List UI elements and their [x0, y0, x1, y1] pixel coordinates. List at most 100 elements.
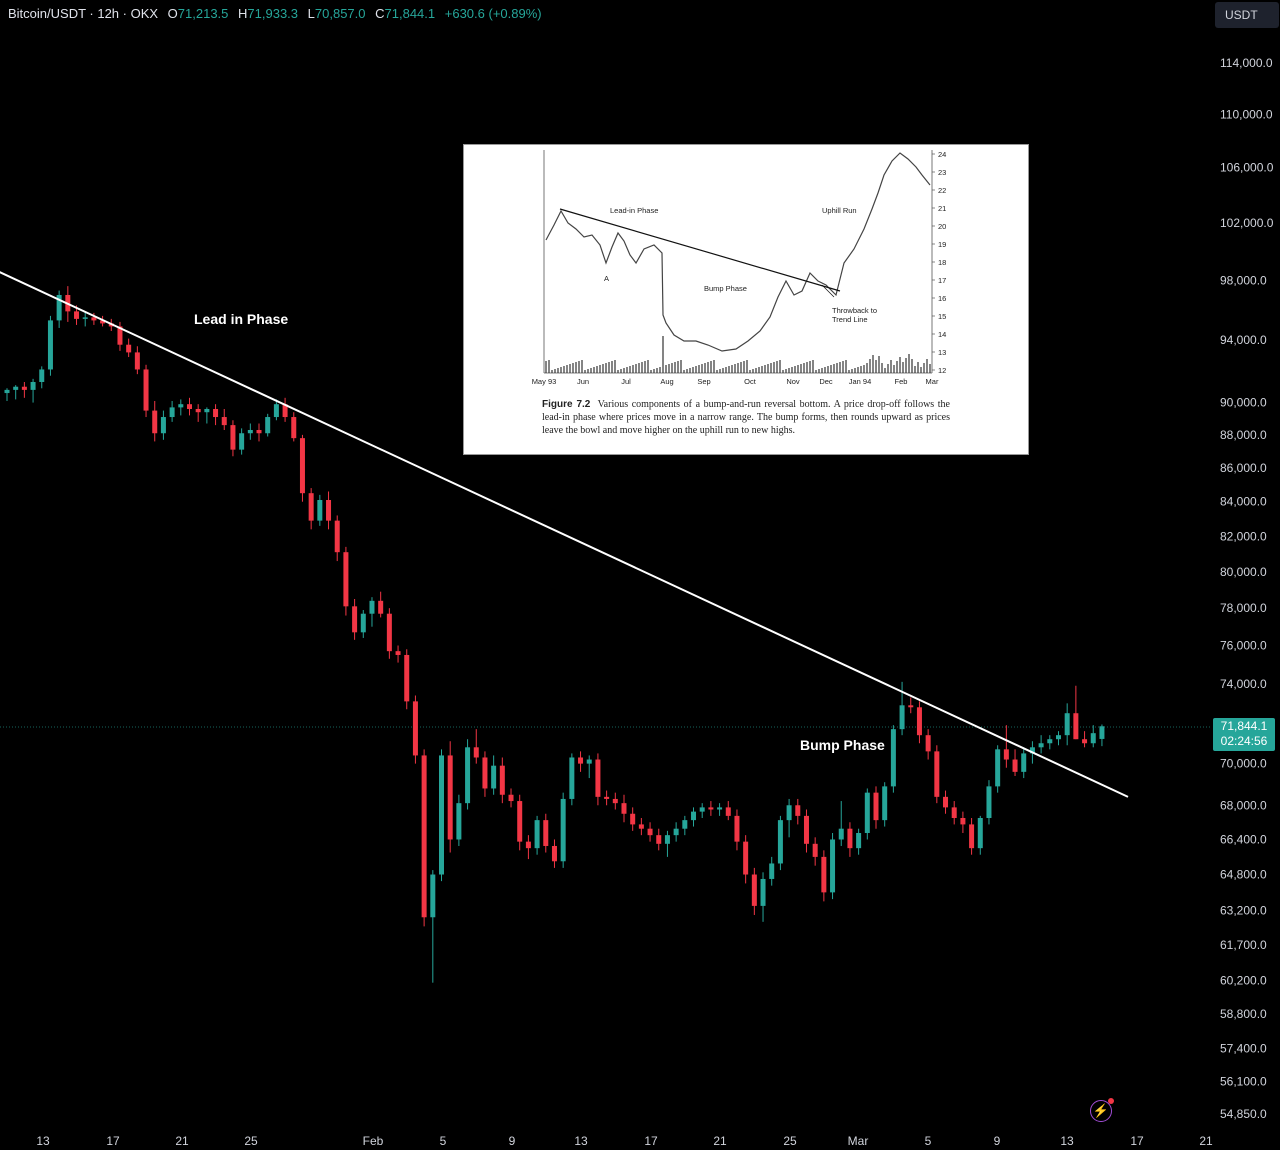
candle-body: [916, 707, 922, 736]
candle-body: [630, 813, 636, 825]
time-tick: 25: [783, 1134, 797, 1148]
candle-body: [91, 317, 97, 321]
candle-body: [751, 874, 757, 906]
candle-body: [369, 600, 375, 614]
last-price-tag: 71,844.1 02:24:56: [1213, 718, 1275, 751]
candle-body: [213, 408, 219, 418]
price-tick: 84,000.0: [1220, 495, 1267, 509]
candle-body: [604, 796, 610, 799]
candle-body: [291, 417, 297, 439]
candle-body: [647, 828, 653, 836]
inset-y-tick: 23: [938, 168, 946, 177]
inset-y-tick: 14: [938, 330, 946, 339]
inset-x-tick: Jan 94: [849, 377, 872, 386]
price-tick: 64,800.0: [1220, 868, 1267, 882]
lead-in-phase-label: Lead in Phase: [194, 311, 288, 327]
trendline[interactable]: [0, 271, 1129, 798]
candle-body: [560, 798, 566, 862]
inset-bump-label: Bump Phase: [704, 284, 747, 293]
candle-body: [239, 433, 245, 450]
candle-body: [473, 747, 479, 758]
candle-body: [326, 499, 332, 521]
price-tick: 88,000.0: [1220, 428, 1267, 442]
price-tick: 68,000.0: [1220, 798, 1267, 812]
open-label: O: [167, 6, 178, 21]
time-tick: 13: [36, 1134, 50, 1148]
candle-body: [691, 811, 697, 821]
candle-body: [899, 705, 905, 730]
currency-selector[interactable]: USDT: [1215, 2, 1279, 28]
candle-body: [439, 755, 444, 875]
inset-price-line: [545, 152, 931, 352]
candle-body: [308, 493, 314, 521]
candle-body: [13, 386, 19, 390]
candle-body: [195, 408, 201, 413]
candle-body: [21, 386, 27, 390]
candle-body: [430, 874, 436, 918]
candle-body: [247, 429, 253, 434]
last-price-value: 71,844.1: [1220, 719, 1268, 733]
candle-body: [1082, 739, 1088, 744]
candle-body: [169, 407, 175, 418]
candle-body: [352, 606, 358, 633]
candle-body: [1021, 753, 1027, 772]
candle-body: [969, 824, 975, 849]
inset-y-tick: 16: [938, 294, 946, 303]
inset-y-tick: 12: [938, 366, 946, 375]
candle-body: [1038, 743, 1044, 748]
time-axis[interactable]: 13 17 21 25 Feb 5 9 13 17 21 25 Mar 5 9 13 17 21: [36, 1134, 1213, 1148]
inset-y-tick: 22: [938, 186, 946, 195]
low-value: 70,857.0: [314, 6, 366, 21]
inset-volume: [545, 336, 931, 373]
time-tick: 21: [1199, 1134, 1213, 1148]
countdown-timer: 02:24:56: [1220, 734, 1268, 748]
candle-body: [795, 805, 801, 816]
price-tick: 110,000.0: [1220, 107, 1273, 121]
symbol-header: Bitcoin/USDT · 12h · OKX O71,213.5 H71,9…: [8, 6, 542, 21]
candle-body: [934, 751, 940, 797]
candle-body: [100, 320, 106, 324]
inset-x-tick: Oct: [744, 377, 757, 386]
candle-body: [447, 755, 453, 840]
candle-body: [465, 747, 471, 804]
price-tick: 76,000.0: [1220, 638, 1267, 652]
candle-body: [1073, 713, 1079, 740]
price-axis[interactable]: 114,000.0 110,000.0 106,000.0 102,000.0 98,0…: [1220, 56, 1274, 1121]
candle-body: [821, 856, 827, 893]
candle-body: [126, 344, 132, 353]
inset-y-tick: 21: [938, 204, 946, 213]
candle-body: [673, 828, 679, 836]
candle-body: [925, 735, 931, 752]
inset-x-tick: Jul: [621, 377, 631, 386]
candle-body: [525, 841, 531, 849]
candle-body: [152, 410, 158, 434]
candle-body: [543, 820, 549, 846]
candle-body: [717, 807, 723, 810]
candle-body: [134, 352, 140, 370]
candle-body: [943, 796, 949, 808]
candle-body: [830, 839, 836, 893]
candle-body: [1047, 739, 1053, 744]
caption-text: Various components of a bump-and-run rev…: [542, 399, 950, 436]
time-tick: 25: [244, 1134, 258, 1148]
candle-body: [404, 654, 410, 702]
candle-body: [786, 805, 792, 821]
close-value: 71,844.1: [384, 6, 436, 21]
candle-body: [178, 404, 184, 408]
candle-body: [638, 824, 644, 829]
open-value: 71,213.5: [177, 6, 229, 21]
price-tick: 61,700.0: [1220, 938, 1267, 952]
candle-body: [569, 757, 575, 799]
lightning-icon[interactable]: ⚡: [1090, 1098, 1114, 1122]
candle-body: [117, 326, 123, 345]
candle-body: [769, 863, 775, 879]
symbol-label[interactable]: Bitcoin/USDT · 12h · OKX: [8, 6, 159, 21]
candle-body: [482, 757, 488, 789]
change-value: +630.6 (+0.89%): [444, 6, 542, 21]
price-tick: 86,000.0: [1220, 461, 1267, 475]
candle-body: [664, 835, 670, 844]
candle-body: [838, 828, 844, 840]
figure-caption: Figure 7.2 Various components of a bump-…: [542, 398, 950, 437]
candle-body: [343, 552, 349, 607]
